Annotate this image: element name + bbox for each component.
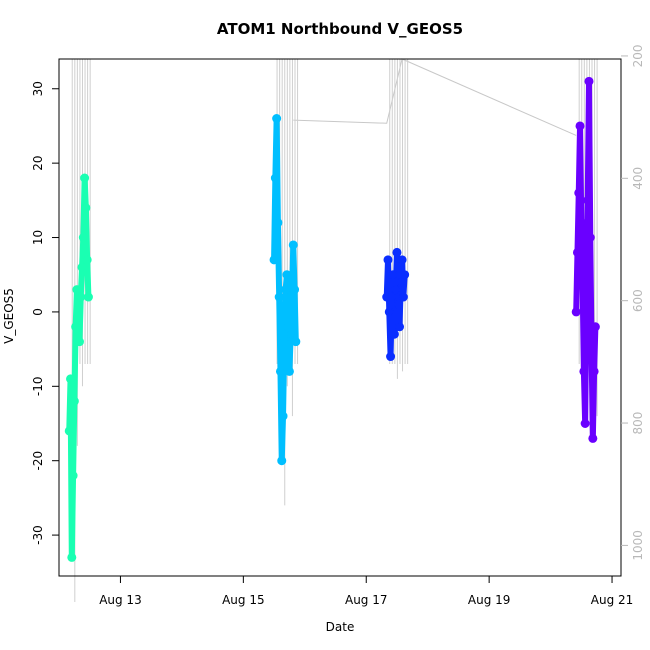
- data-point: [578, 277, 588, 287]
- data-point: [396, 277, 406, 287]
- data-point: [64, 426, 74, 436]
- data-point: [388, 270, 398, 280]
- y2-tick-label: 1000: [631, 530, 645, 561]
- data-point: [398, 292, 408, 302]
- data-point: [66, 374, 76, 384]
- data-point: [270, 173, 280, 183]
- data-point: [576, 218, 586, 228]
- data-point: [589, 366, 599, 376]
- series-2: [269, 59, 301, 506]
- data-point: [77, 262, 87, 272]
- data-point: [391, 285, 401, 295]
- data-point: [71, 322, 81, 332]
- data-point: [68, 471, 78, 481]
- series-3: [382, 59, 410, 379]
- data-point: [583, 195, 593, 205]
- data-point: [282, 270, 292, 280]
- data-point: [574, 188, 584, 198]
- data-point: [69, 396, 79, 406]
- data-point: [587, 344, 597, 354]
- data-point: [274, 292, 284, 302]
- data-point: [67, 552, 77, 562]
- data-point: [579, 366, 589, 376]
- x-tick-label: Aug 13: [99, 593, 142, 607]
- series-line: [573, 78, 599, 442]
- data-point: [278, 411, 288, 421]
- data-point: [273, 218, 283, 228]
- data-layer: [64, 59, 600, 603]
- data-point: [384, 307, 394, 317]
- data-point: [287, 292, 297, 302]
- y-tick-label: 30: [31, 81, 45, 96]
- data-point: [585, 233, 595, 243]
- data-point: [383, 255, 393, 265]
- altitude-track: [293, 58, 577, 136]
- data-point: [74, 337, 84, 347]
- y-axis: -30 -20 -10 0 10 20 30: [31, 81, 59, 545]
- data-point: [400, 270, 410, 280]
- data-point: [393, 299, 403, 309]
- data-point: [281, 285, 291, 295]
- data-point: [76, 292, 86, 302]
- data-point: [288, 240, 298, 250]
- data-point: [580, 419, 590, 429]
- x-tick-label: Aug 15: [222, 593, 265, 607]
- series-4: [571, 59, 600, 443]
- data-point: [82, 255, 92, 265]
- y2-tick-label: 600: [631, 289, 645, 312]
- data-point: [590, 322, 600, 332]
- y-tick-label: 0: [31, 308, 45, 316]
- data-point: [286, 329, 296, 339]
- data-point: [279, 337, 289, 347]
- x-tick-label: Aug 19: [468, 593, 511, 607]
- y-tick-label: -10: [31, 377, 45, 397]
- data-point: [290, 285, 300, 295]
- y-tick-label: 20: [31, 156, 45, 171]
- data-point: [575, 121, 585, 131]
- altitude-layer: [293, 58, 577, 136]
- data-point: [571, 307, 581, 317]
- data-point: [275, 366, 285, 376]
- y2-tick-label: 400: [631, 167, 645, 190]
- data-point: [397, 255, 407, 265]
- data-point: [78, 233, 88, 243]
- x-axis: Aug 13 Aug 15 Aug 17 Aug 19 Aug 21: [99, 576, 633, 607]
- data-point: [581, 292, 591, 302]
- chart-title: ATOM1 Northbound V_GEOS5: [217, 20, 463, 38]
- data-point: [81, 203, 91, 213]
- y-axis-label: V_GEOS5: [2, 288, 16, 344]
- right-axis: 200 400 600 800 1000: [621, 44, 645, 561]
- plot-frame: [58, 58, 622, 577]
- y2-tick-label: 800: [631, 412, 645, 435]
- data-point: [395, 322, 405, 332]
- data-point: [283, 322, 293, 332]
- data-point: [389, 329, 399, 339]
- data-point: [386, 352, 396, 362]
- x-tick-label: Aug 21: [591, 593, 634, 607]
- data-point: [584, 76, 594, 86]
- series-line: [66, 175, 92, 561]
- data-point: [272, 114, 282, 124]
- x-tick-label: Aug 17: [345, 593, 388, 607]
- data-point: [72, 285, 82, 295]
- data-point: [83, 292, 93, 302]
- y-tick-label: 10: [31, 230, 45, 245]
- y-tick-label: -30: [31, 525, 45, 545]
- y2-tick-label: 200: [631, 44, 645, 67]
- data-point: [572, 247, 582, 257]
- data-point: [284, 366, 294, 376]
- data-point: [387, 292, 397, 302]
- x-axis-label: Date: [326, 620, 355, 634]
- data-point: [291, 337, 301, 347]
- data-point: [73, 299, 83, 309]
- data-point: [277, 456, 287, 466]
- series-1: [64, 59, 93, 603]
- data-point: [80, 173, 90, 183]
- data-point: [269, 255, 279, 265]
- y-tick-label: -20: [31, 451, 45, 471]
- data-point: [588, 433, 598, 443]
- data-point: [392, 247, 402, 257]
